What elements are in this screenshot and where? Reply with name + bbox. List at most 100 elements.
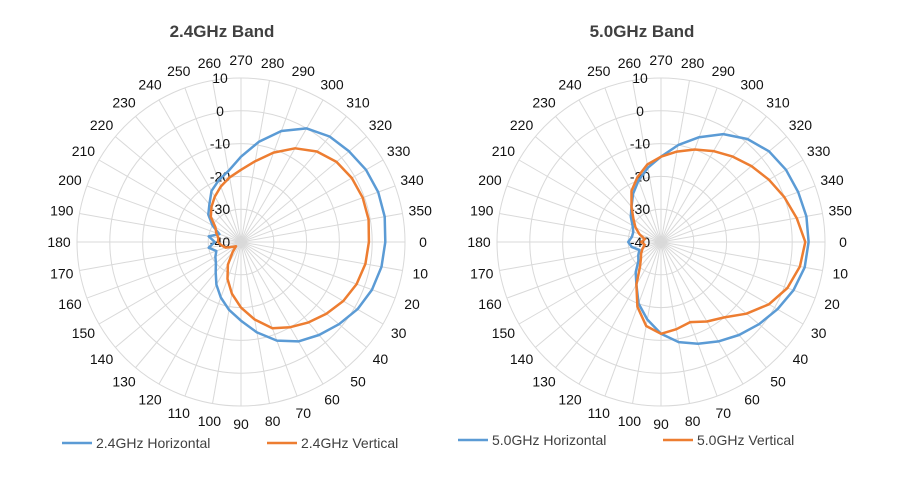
series-line-vertical — [630, 148, 807, 336]
grid-spoke — [240, 159, 384, 243]
grid-spoke — [240, 241, 367, 348]
grid-spoke — [660, 159, 804, 243]
grid-spoke — [660, 241, 823, 271]
angle-tick-label: 140 — [90, 351, 114, 367]
grid-spoke — [660, 241, 690, 404]
angle-tick-label: 150 — [492, 325, 516, 341]
angle-tick-label: 280 — [681, 55, 705, 71]
angle-tick-label: 20 — [824, 296, 840, 312]
angle-tick-label: 230 — [532, 95, 556, 111]
radial-tick-label: 10 — [632, 70, 648, 86]
grid-spoke — [240, 241, 324, 385]
angle-tick-label: 300 — [320, 76, 344, 92]
angle-tick-label: 280 — [261, 55, 285, 71]
angle-tick-label: 340 — [820, 172, 844, 188]
grid-spoke — [135, 241, 242, 368]
angle-tick-label: 100 — [618, 413, 642, 429]
legend-label: 5.0GHz Horizontal — [492, 432, 606, 448]
angle-tick-label: 260 — [618, 55, 642, 71]
angle-tick-label: 110 — [168, 405, 191, 421]
angle-tick-label: 220 — [90, 117, 114, 133]
angle-tick-label: 70 — [295, 405, 311, 421]
grid-spoke — [240, 99, 324, 243]
grid-spoke — [632, 80, 662, 243]
angle-tick-label: 40 — [373, 351, 389, 367]
angle-tick-label: 340 — [400, 172, 424, 188]
angle-tick-label: 310 — [346, 95, 370, 111]
angle-tick-label: 210 — [72, 143, 96, 159]
angle-tick-label: 290 — [292, 63, 316, 79]
angle-tick-label: 90 — [653, 416, 669, 432]
angle-tick-label: 10 — [412, 266, 428, 282]
angle-tick-label: 20 — [404, 296, 420, 312]
grid-spoke — [578, 241, 662, 385]
angle-tick-label: 50 — [350, 373, 366, 389]
grid-spoke — [135, 116, 242, 243]
radial-tick-label: -10 — [210, 136, 230, 152]
grid-spoke — [604, 87, 662, 243]
grid-spoke — [660, 87, 718, 243]
angle-tick-label: 200 — [478, 172, 502, 188]
angle-tick-label: 40 — [793, 351, 809, 367]
grid-spoke — [98, 159, 242, 243]
grid-spoke — [115, 136, 242, 243]
angle-tick-label: 350 — [829, 202, 853, 218]
grid-spoke — [240, 241, 396, 299]
angle-tick-label: 30 — [811, 325, 827, 341]
angle-tick-label: 0 — [419, 234, 427, 250]
angle-tick-label: 300 — [740, 76, 764, 92]
angle-tick-label: 270 — [229, 52, 253, 68]
angle-tick-label: 230 — [112, 95, 136, 111]
angle-tick-label: 80 — [685, 413, 701, 429]
angle-tick-label: 120 — [138, 392, 162, 408]
angle-tick-label: 180 — [467, 234, 491, 250]
series-line-horizontal — [626, 132, 810, 345]
legend-label: 5.0GHz Vertical — [697, 432, 794, 448]
grid-spoke — [660, 241, 744, 385]
angle-tick-label: 50 — [770, 373, 786, 389]
angle-tick-label: 80 — [265, 413, 281, 429]
angle-tick-label: 130 — [532, 373, 556, 389]
grid-spoke — [660, 185, 816, 243]
angle-tick-label: 150 — [72, 325, 96, 341]
grid-spoke — [240, 213, 403, 243]
grid-spoke — [660, 136, 787, 243]
angle-tick-label: 190 — [470, 202, 494, 218]
grid-spoke — [660, 241, 816, 299]
grid-spoke — [506, 241, 662, 299]
angle-tick-label: 160 — [58, 296, 82, 312]
grid-spoke — [240, 241, 403, 271]
polar-chart-2: 5.0GHz Band-40-30-20-1001001020304050607… — [458, 22, 852, 448]
grid-spoke — [660, 241, 718, 397]
angle-tick-label: 100 — [198, 413, 222, 429]
grid-spoke — [240, 136, 367, 243]
series-line-vertical — [209, 147, 371, 330]
grid-spoke — [240, 241, 384, 325]
polar-chart-1: 2.4GHz Band-40-30-20-1001001020304050607… — [47, 22, 432, 451]
grid-spoke — [240, 87, 298, 243]
grid-spoke — [660, 241, 787, 348]
angle-tick-label: 270 — [649, 52, 673, 68]
grid-spoke — [660, 80, 690, 243]
grid-spoke — [660, 99, 744, 243]
grid-spoke — [604, 241, 662, 397]
grid-spoke — [506, 185, 662, 243]
angle-tick-label: 190 — [50, 202, 74, 218]
radial-tick-label: 0 — [216, 103, 224, 119]
grid-spoke — [632, 241, 662, 404]
angle-tick-label: 350 — [409, 202, 433, 218]
angle-tick-label: 10 — [832, 266, 848, 282]
legend-label: 2.4GHz Vertical — [301, 435, 398, 451]
grid-spoke — [184, 241, 242, 397]
angle-tick-label: 260 — [198, 55, 222, 71]
angle-tick-label: 70 — [715, 405, 731, 421]
grid-spoke — [79, 241, 242, 271]
grid-spoke — [499, 213, 662, 243]
radial-tick-label: 10 — [212, 70, 228, 86]
angle-tick-label: 310 — [766, 95, 790, 111]
radial-tick-label: -30 — [630, 201, 650, 217]
chart-title: 5.0GHz Band — [590, 22, 695, 41]
angle-tick-label: 250 — [587, 63, 611, 79]
angle-tick-label: 170 — [470, 266, 494, 282]
